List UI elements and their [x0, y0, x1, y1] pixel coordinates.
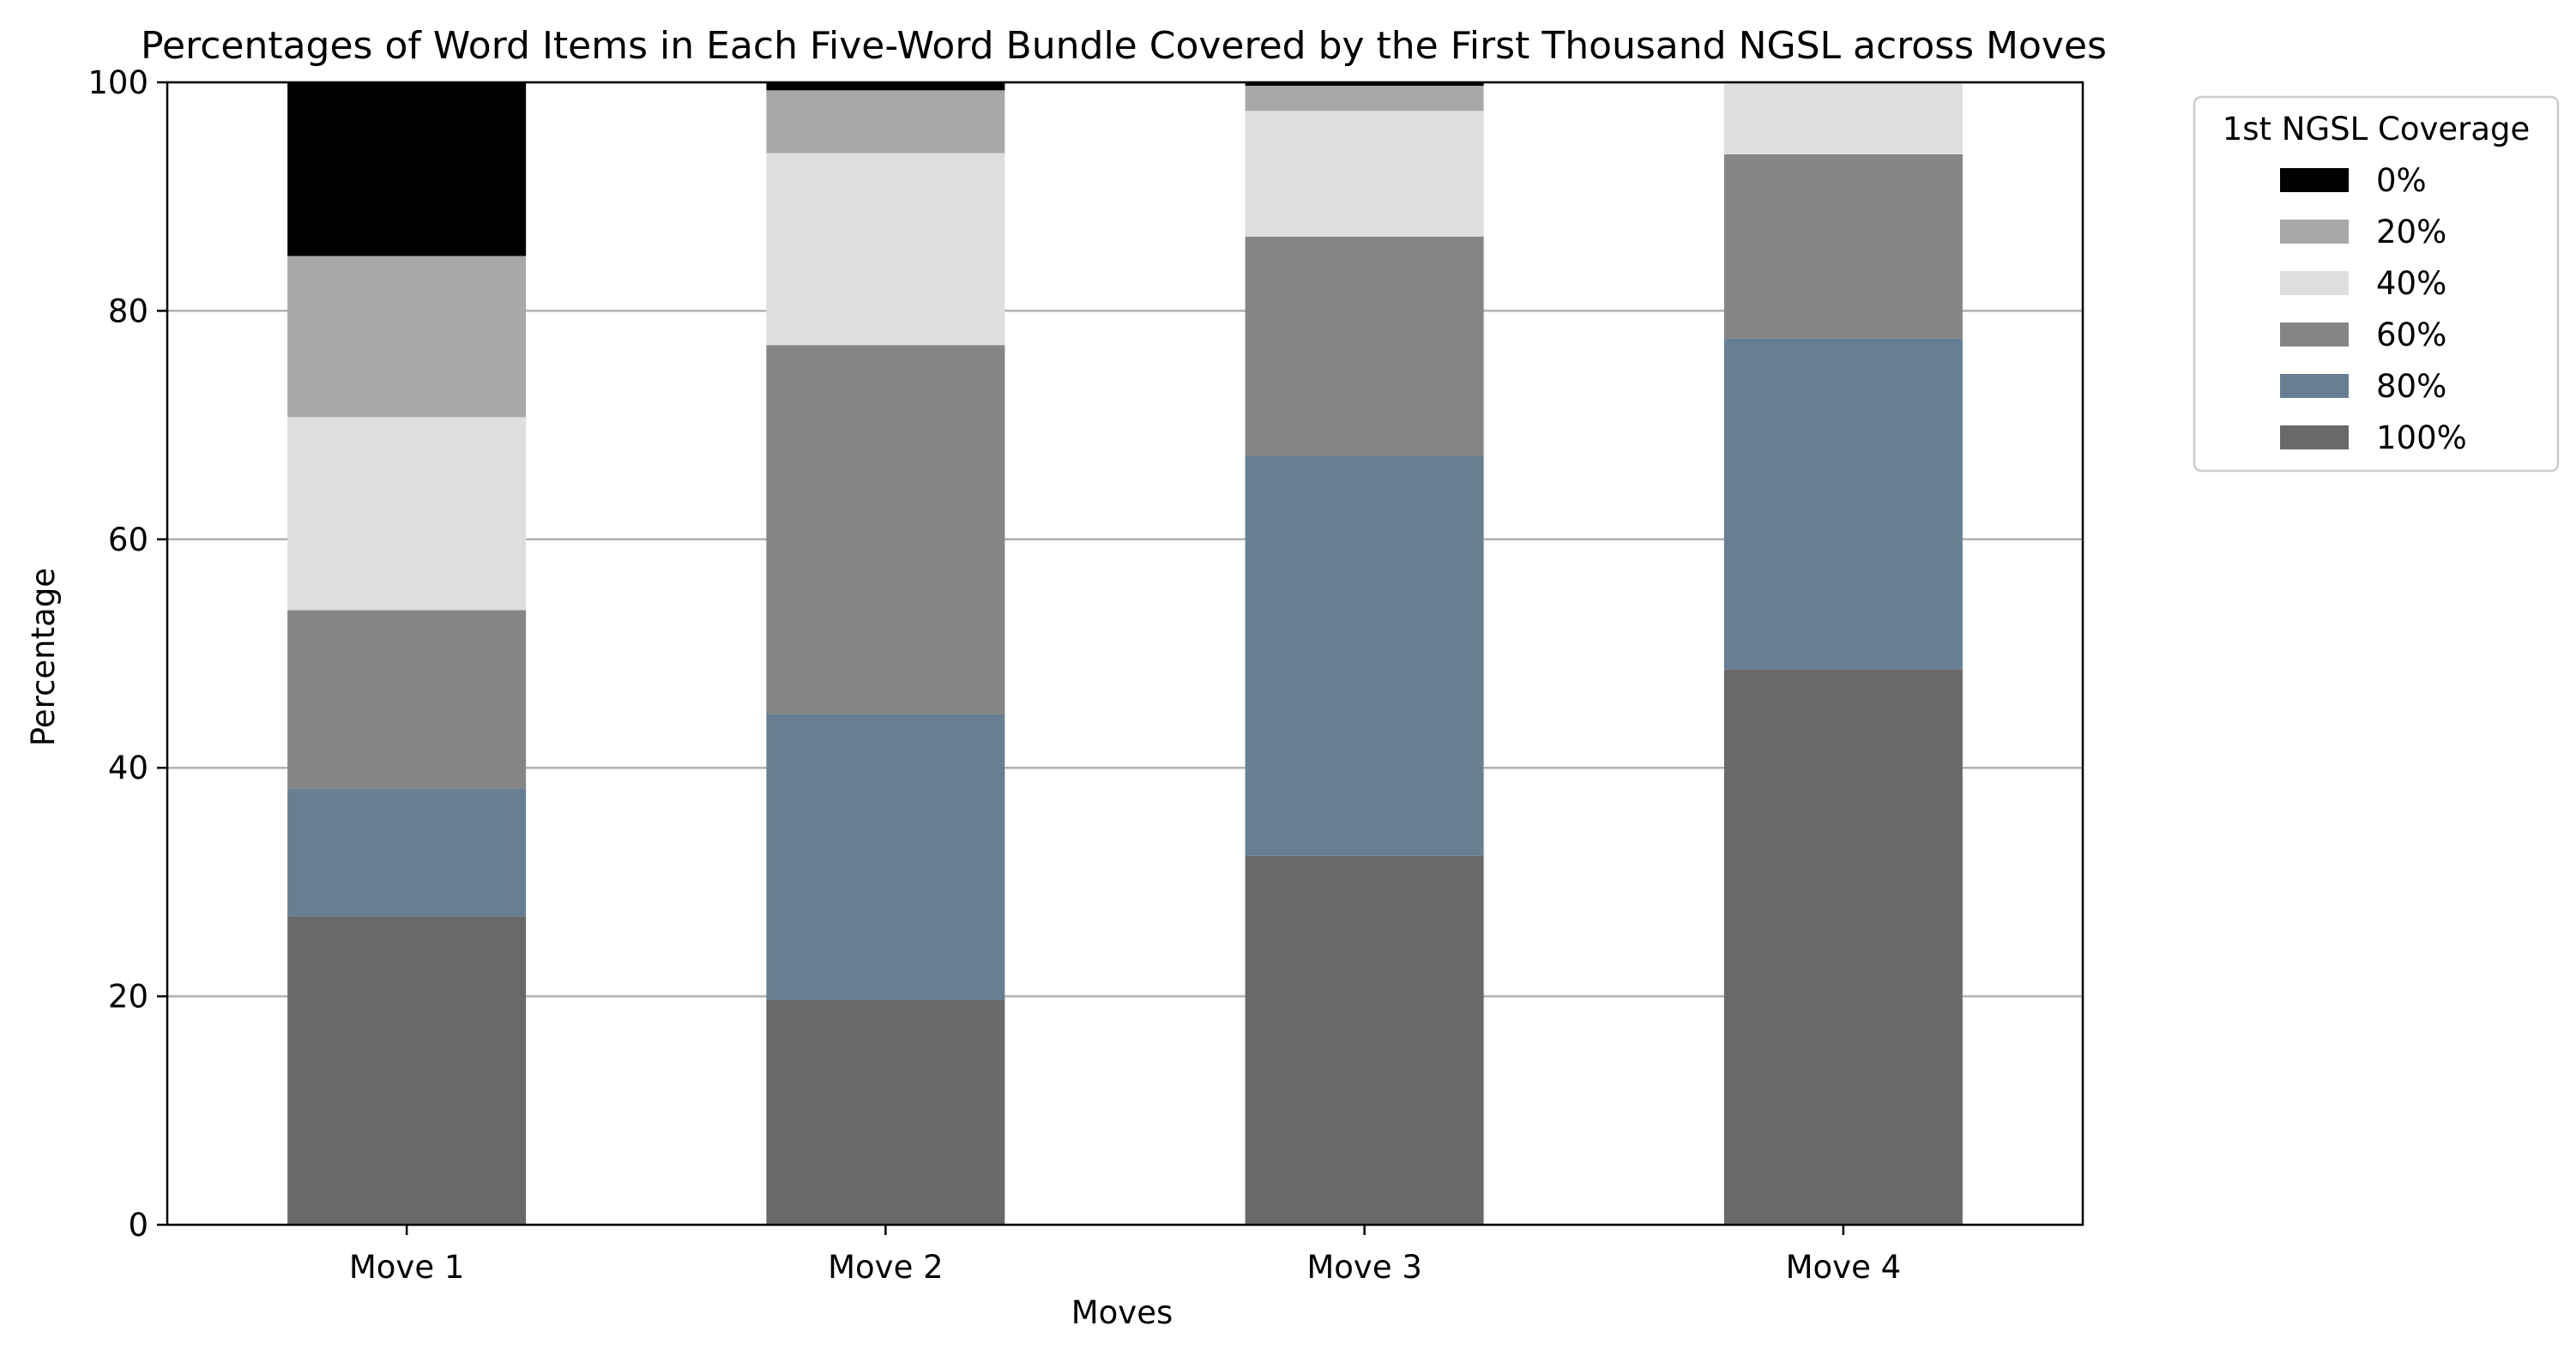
bar-segment — [1245, 855, 1484, 1225]
bar-segment — [766, 82, 1005, 91]
legend-label: 20% — [2376, 214, 2446, 250]
bar-segment — [287, 916, 527, 1225]
legend-entries: 0% 20% 40% 60% 80% 100% — [2280, 162, 2467, 456]
legend-label: 60% — [2376, 316, 2446, 353]
legend-swatch — [2280, 425, 2349, 449]
bar-segment — [1723, 154, 1963, 339]
plot-frame — [166, 81, 2084, 1226]
bar-segment — [1245, 236, 1484, 456]
bar-segment — [766, 153, 1005, 346]
bar-segment — [287, 82, 527, 256]
bar-segment — [287, 256, 527, 418]
bar-segment — [766, 714, 1005, 1000]
legend-label: 0% — [2376, 162, 2427, 199]
x-tick-label: Move 2 — [828, 1249, 944, 1286]
y-axis-label: Percentage — [25, 568, 62, 746]
bar-segment — [1723, 338, 1963, 670]
x-tick-label: Move 1 — [349, 1249, 465, 1286]
x-axis-ticks: Move 1 Move 2 Move 3 Move 4 — [349, 1225, 1901, 1286]
x-tick-label: Move 3 — [1306, 1249, 1422, 1286]
y-axis-ticks: 0 20 40 60 80 100 — [87, 64, 167, 1244]
bar-segment — [287, 610, 527, 789]
y-tick-label: 100 — [87, 64, 148, 101]
legend-swatch — [2280, 374, 2349, 398]
y-tick-label: 0 — [128, 1207, 148, 1244]
legend-label: 40% — [2376, 265, 2446, 302]
bar-segment — [1723, 82, 1963, 154]
legend: 1st NGSL Coverage 0% 20% 40% 60% 80% 100% — [2193, 95, 2560, 473]
y-tick-label: 20 — [108, 979, 148, 1015]
bar-segment — [766, 345, 1005, 714]
legend-swatch — [2280, 220, 2349, 244]
y-tick-label: 60 — [108, 521, 148, 558]
y-tick-label: 80 — [108, 292, 148, 329]
legend-label: 80% — [2376, 368, 2446, 405]
bar-segment — [287, 788, 527, 917]
bar-segment — [1723, 669, 1963, 1225]
y-tick-label: 40 — [108, 750, 148, 786]
chart-title: Percentages of Word Items in Each Five-W… — [141, 24, 2107, 68]
legend-swatch — [2280, 322, 2349, 347]
legend-swatch — [2280, 271, 2349, 295]
legend-swatch — [2280, 168, 2349, 192]
bar-segment — [1245, 111, 1484, 237]
bar-segment — [1245, 455, 1484, 856]
legend-title: 1st NGSL Coverage — [2223, 111, 2531, 148]
x-tick-label: Move 4 — [1786, 1249, 1902, 1286]
legend-label: 100% — [2376, 419, 2467, 456]
bars — [287, 82, 1963, 1225]
bar-segment — [1245, 82, 1484, 86]
bar-segment — [1245, 85, 1484, 111]
bar-segment — [287, 417, 527, 611]
x-axis-label: Moves — [1071, 1294, 1173, 1331]
bar-segment — [766, 999, 1005, 1225]
bar-segment — [766, 90, 1005, 154]
